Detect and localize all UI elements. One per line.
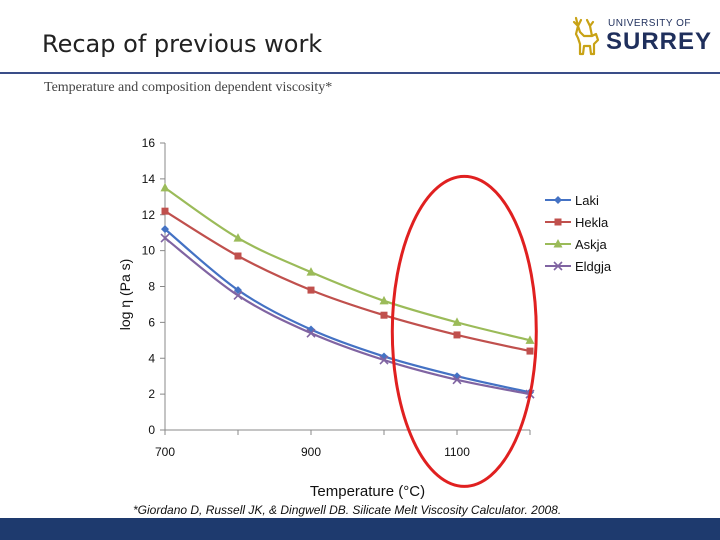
y-tick-label: 0 [148, 423, 155, 437]
x-tick-label: 900 [301, 445, 321, 459]
legend-marker-hekla [554, 218, 562, 226]
data-point-hekla [161, 207, 169, 215]
data-point-eldgja [306, 328, 316, 338]
logo-line-surrey: SURREY [606, 28, 713, 55]
data-point-askja [452, 317, 462, 326]
data-point-hekla [234, 252, 242, 260]
y-tick-label: 6 [148, 315, 155, 329]
data-point-hekla [380, 311, 388, 319]
y-tick-label: 12 [142, 208, 156, 222]
series-line-askja [164, 186, 531, 342]
data-point-askja [233, 233, 243, 242]
data-point-eldgja [452, 375, 462, 385]
x-axis-title: Temperature (°C) [310, 483, 425, 500]
data-point-laki [234, 286, 242, 295]
x-tick-label: 700 [155, 445, 175, 459]
y-tick-label: 2 [148, 387, 155, 401]
slide-subtitle: Temperature and composition dependent vi… [44, 80, 333, 95]
data-point-hekla [307, 286, 315, 294]
data-point-hekla [453, 331, 461, 339]
y-tick-label: 4 [148, 351, 155, 365]
stag-shape [572, 16, 600, 56]
data-point-hekla [526, 347, 534, 355]
data-point-laki [161, 225, 169, 234]
citation-footnote: *Giordano D, Russell JK, & Dingwell DB. … [133, 503, 562, 517]
x-tick-label: 1100 [444, 445, 470, 459]
series-line-laki [164, 228, 531, 394]
legend-marker-askja [553, 239, 563, 248]
legend-label-eldgja: Eldgja [575, 259, 612, 274]
legend-label-hekla: Hekla [575, 215, 609, 230]
y-tick-label: 14 [142, 172, 156, 186]
bottom-bar [0, 518, 720, 540]
stag-icon [572, 16, 600, 56]
university-logo: UNIVERSITY OF SURREY [568, 14, 711, 60]
slide-title: Recap of previous work [42, 30, 323, 58]
data-point-eldgja [233, 290, 243, 301]
series-line-hekla [164, 210, 531, 353]
y-tick-label: 10 [142, 244, 156, 258]
series-line-eldgja [164, 237, 531, 396]
y-tick-label: 16 [142, 136, 156, 150]
legend-label-askja: Askja [575, 237, 608, 252]
data-point-askja [525, 335, 535, 344]
data-point-eldgja [160, 233, 170, 243]
logo-line-university: UNIVERSITY OF [608, 18, 691, 29]
legend-marker-eldgja [553, 261, 563, 271]
data-point-askja [379, 295, 389, 305]
data-point-askja [160, 182, 170, 192]
legend-marker-laki [554, 196, 562, 204]
data-point-askja [306, 267, 316, 276]
y-tick-label: 8 [148, 280, 155, 294]
highlight-ellipse [390, 174, 538, 488]
title-rule [0, 72, 720, 74]
legend-label-laki: Laki [575, 193, 599, 208]
y-axis-title: log η (Pa s) [117, 259, 133, 331]
data-point-eldgja [379, 355, 389, 365]
